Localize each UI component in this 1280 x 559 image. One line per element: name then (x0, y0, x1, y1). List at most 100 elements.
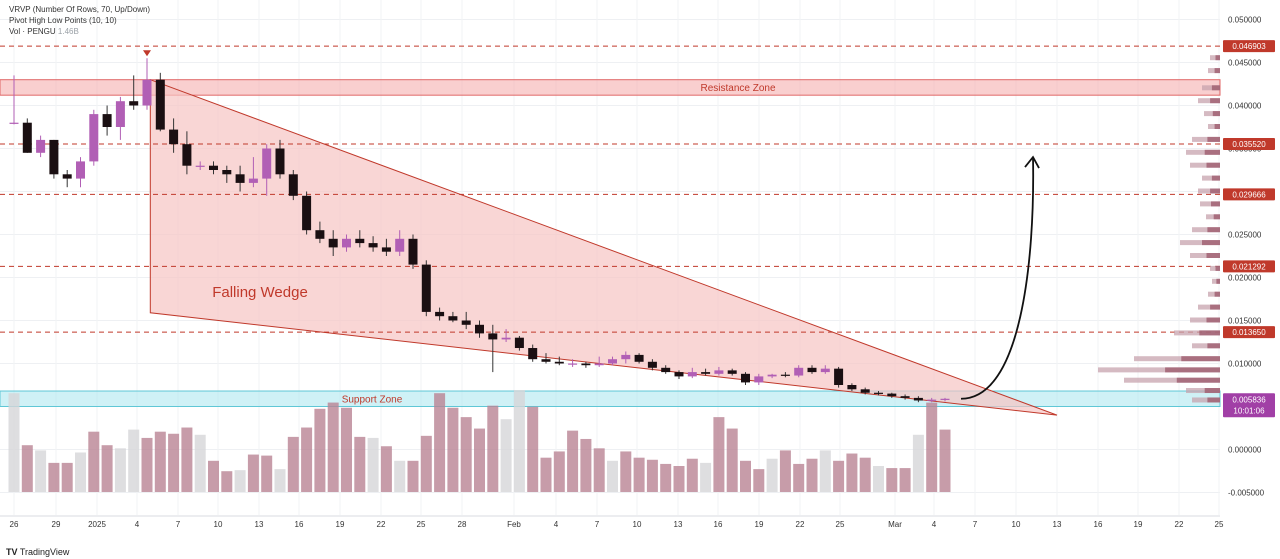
volume-bar (819, 450, 831, 492)
candle-body (940, 398, 950, 400)
candle-body (874, 392, 883, 394)
candle-body (913, 397, 923, 401)
candle-body (381, 247, 391, 252)
level-price-tag-bg (1223, 260, 1275, 273)
y-tick-label: 0.040000 (1228, 102, 1262, 111)
volume-profile-bar (1180, 240, 1220, 246)
support-zone-label: Support Zone (342, 394, 403, 405)
candle-body (661, 367, 671, 373)
x-tick-label: 10 (633, 520, 642, 529)
x-tick-label: 19 (336, 520, 345, 529)
x-tick-label: 13 (1053, 520, 1062, 529)
volume-profile-bar (1186, 388, 1220, 394)
candle-body (820, 368, 830, 373)
candle-body (262, 148, 272, 179)
volume-bar (194, 434, 206, 492)
volume-profile-bar (1124, 377, 1220, 383)
volume-bar (114, 448, 126, 492)
candle-body (687, 372, 697, 377)
volume-profile-bar (1192, 136, 1220, 142)
candle-body (89, 114, 99, 162)
volume-bar (141, 437, 153, 492)
current-price-tag-bg (1223, 393, 1275, 418)
volume-bar (646, 459, 658, 492)
legend-volume-value: 1.46B (57, 27, 79, 36)
volume-profile-bar-up (1211, 201, 1220, 207)
candle-body (528, 348, 538, 360)
candle-body (754, 376, 764, 383)
volume-bar (154, 431, 166, 492)
level-price-tag-bg (1223, 138, 1275, 151)
volume-bar (779, 450, 791, 492)
candle-body (222, 170, 232, 175)
volume-bar (886, 468, 898, 492)
resistance-zone-label: Resistance Zone (700, 83, 775, 94)
volume-bar (660, 463, 672, 492)
indicator-legend: VRVP (Number Of Rows, 70, Up/Down) Pivot… (9, 4, 150, 37)
legend-pivot[interactable]: Pivot High Low Points (10, 10) (9, 16, 117, 25)
candle-body (248, 178, 258, 183)
candle-body (155, 79, 165, 130)
candle-body (647, 361, 657, 368)
volume-profile-bar-up (1212, 111, 1220, 117)
volume-bar (261, 455, 273, 492)
candle-body (554, 361, 564, 364)
candle-body (421, 264, 431, 312)
x-tick-label: 13 (255, 520, 264, 529)
candle-body (448, 316, 458, 321)
candle-body (461, 320, 471, 325)
candle-body (887, 393, 897, 397)
volume-bar (793, 463, 805, 492)
volume-profile-bar (1190, 253, 1220, 258)
candle-body (288, 174, 298, 196)
level-price-label: 0.029666 (1232, 190, 1266, 199)
volume-profile-bar-up (1210, 98, 1220, 104)
volume-profile-bar (1198, 98, 1220, 104)
x-tick-label: 16 (1094, 520, 1103, 529)
candle-body (701, 372, 711, 374)
legend-volume[interactable]: Vol · PENGU 1.46B (9, 26, 150, 37)
volume-bar (873, 466, 884, 492)
volume-profile-bar-up (1215, 55, 1220, 61)
candle-body (49, 139, 59, 175)
volume-bar (234, 470, 246, 492)
candle-body (634, 354, 644, 362)
volume-bar (673, 466, 685, 492)
volume-bar (35, 450, 47, 492)
candle-body (9, 122, 19, 124)
volume-profile-bar-up (1204, 388, 1220, 394)
legend-vrvp[interactable]: VRVP (Number Of Rows, 70, Up/Down) (9, 5, 151, 14)
candle-body (514, 337, 524, 349)
volume-bar (939, 429, 951, 492)
volume-bar (287, 436, 299, 492)
candle-body (355, 238, 365, 244)
volume-bar (713, 417, 725, 492)
x-tick-label: 16 (295, 520, 304, 529)
volume-profile-bar-up (1207, 397, 1220, 403)
breakout-arrow-head (1024, 155, 1040, 169)
volume-profile-bar-up (1214, 291, 1220, 297)
x-tick-label: 13 (674, 520, 683, 529)
volume-profile-bar-up (1210, 188, 1220, 194)
time-axis[interactable]: 26 29 2025 4 7 10 13 16 19 22 25 28 Feb 4 7 10 13 16 19 22 2… (0, 515, 1224, 529)
volume-bar (474, 428, 485, 492)
x-tick-label: 25 (836, 520, 845, 529)
volume-bar (859, 457, 871, 492)
x-tick-label: 7 (176, 520, 181, 529)
candle-body (435, 311, 445, 317)
volume-profile-bar-up (1202, 240, 1220, 246)
candle-body (594, 363, 604, 366)
volume-bar (434, 393, 446, 492)
volume-bar (221, 471, 233, 492)
volume-bar (88, 431, 100, 492)
y-tick-label: 0.015000 (1228, 317, 1262, 326)
volume-profile-bar-up (1165, 367, 1220, 373)
volume-profile-bar-up (1207, 227, 1220, 233)
volume-profile-bar (1190, 162, 1220, 168)
volume-bar (487, 405, 499, 492)
x-tick-label: 4 (135, 520, 140, 529)
candle-body (741, 373, 750, 383)
tradingview-branding[interactable]: TV TradingView (6, 547, 69, 557)
price-axis[interactable]: 0.0500000.0450000.0400000.0350000.030000… (1223, 16, 1275, 498)
